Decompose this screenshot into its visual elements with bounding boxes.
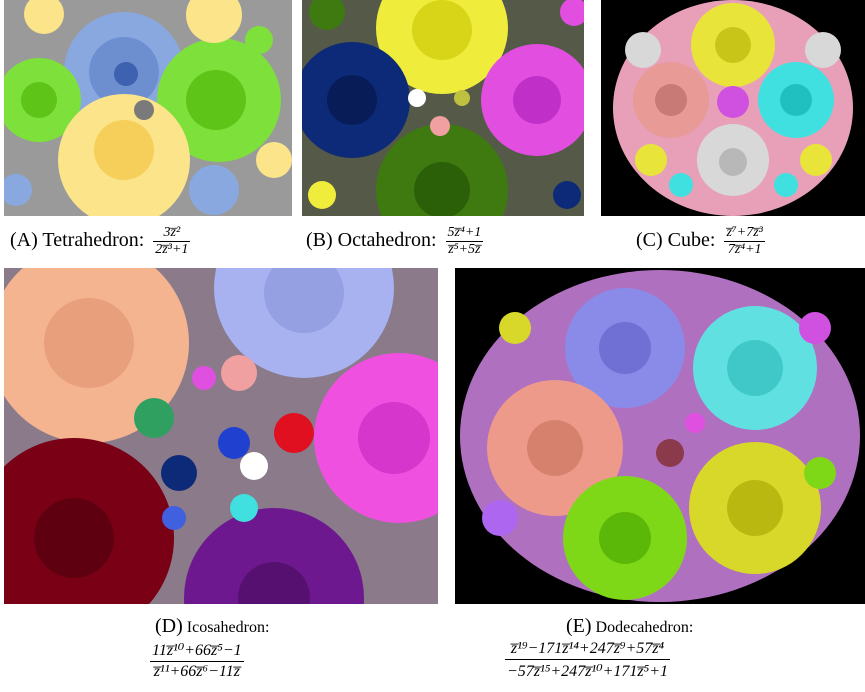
caption-e-label: (E) <box>566 615 592 637</box>
caption-d-formula: 11z̅¹⁰+66z̅⁵−1 z̅¹¹+66z̅⁶−11z̅ <box>150 640 244 681</box>
caption-d-label: (D) <box>155 615 183 637</box>
caption-a-numerator: 3z̅² <box>153 226 191 242</box>
caption-b: (B) Octahedron: 5z̅⁴+1 z̅⁵+5z̅ <box>306 225 484 257</box>
icosahedron-fractal-image <box>4 268 438 604</box>
caption-b-label: (B) <box>306 229 333 252</box>
caption-b-denominator: z̅⁵+5z̅ <box>448 242 481 257</box>
caption-e-numerator: z̅¹⁹−171z̅¹⁴+247z̅⁹+57z̅⁴ <box>505 640 670 660</box>
caption-a-denominator: 2z̅³+1 <box>155 242 189 257</box>
caption-e-formula: z̅¹⁹−171z̅¹⁴+247z̅⁹+57z̅⁴ −57z̅¹⁵+247z̅¹… <box>505 640 670 681</box>
octahedron-fractal-image <box>302 0 584 216</box>
caption-a-name: Tetrahedron: <box>42 229 145 252</box>
caption-c-formula: z̅⁷+7z̅³ 7z̅⁴+1 <box>724 225 765 257</box>
caption-a-formula: 3z̅² 2z̅³+1 <box>153 226 191 257</box>
caption-e: (E) Dodecahedron: <box>566 616 693 636</box>
caption-c-denominator: 7z̅⁴+1 <box>727 242 762 257</box>
caption-d-numerator: 11z̅¹⁰+66z̅⁵−1 <box>150 640 244 662</box>
caption-c-numerator: z̅⁷+7z̅³ <box>724 225 765 242</box>
caption-b-name: Octahedron: <box>337 229 437 252</box>
caption-b-formula: 5z̅⁴+1 z̅⁵+5z̅ <box>445 225 484 257</box>
caption-d-denominator: z̅¹¹+66z̅⁶−11z̅ <box>153 663 240 680</box>
caption-b-numerator: 5z̅⁴+1 <box>445 225 484 242</box>
caption-c-name: Cube: <box>667 229 716 252</box>
caption-c-label: (C) <box>636 229 663 252</box>
caption-a-label: (A) <box>10 229 38 252</box>
caption-e-denominator: −57z̅¹⁵+247z̅¹⁰+171z̅⁵+1 <box>507 663 668 680</box>
caption-c: (C) Cube: z̅⁷+7z̅³ 7z̅⁴+1 <box>636 226 765 257</box>
dodecahedron-fractal-image <box>455 268 865 604</box>
cube-fractal-image <box>601 0 865 216</box>
tetrahedron-fractal-image <box>4 0 292 216</box>
caption-d-name: Icosahedron: <box>186 619 270 636</box>
caption-a: (A) Tetrahedron: 3z̅² 2z̅³+1 <box>10 226 191 257</box>
caption-e-name: Dodecahedron: <box>595 619 694 636</box>
caption-d: (D) Icosahedron: <box>155 616 269 636</box>
